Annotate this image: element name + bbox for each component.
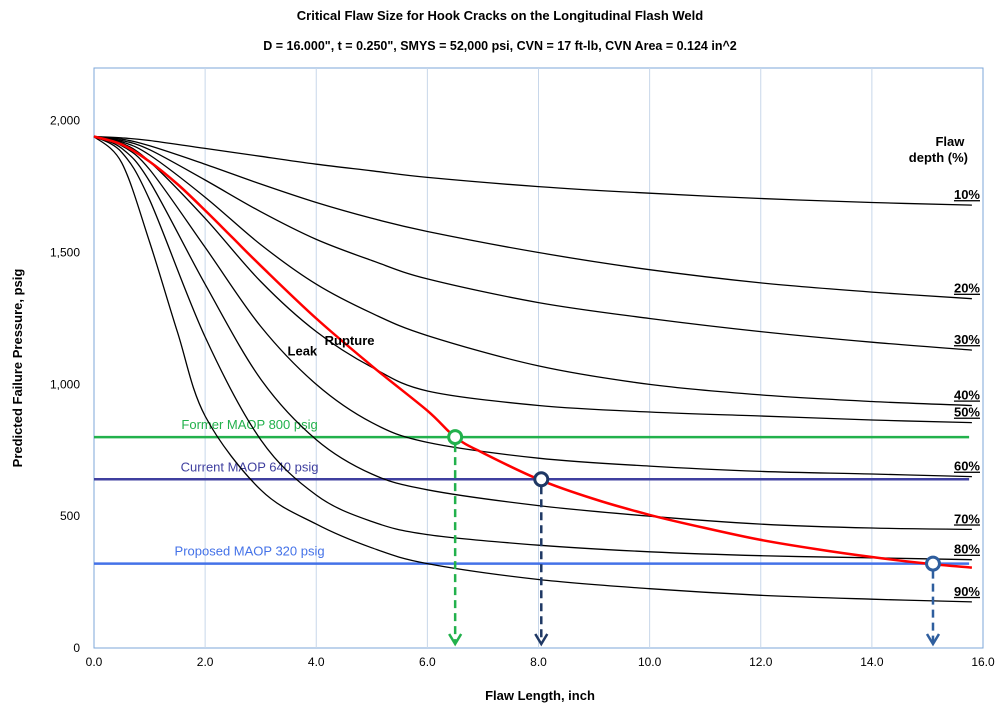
y-tick-label: 1,500 [50,246,80,260]
depth-label: 20% [954,281,980,296]
curve-annotation: Leak [288,343,318,358]
x-tick-label: 4.0 [308,655,325,669]
flaw-depth-curve [93,135,972,407]
maop-label: Proposed MAOP 320 psig [175,544,325,559]
arrow-head [448,633,463,647]
annotations: Leak Rupture [288,333,375,359]
flaw-depth-curve [93,135,972,478]
x-tick-label: 6.0 [419,655,436,669]
flaw-depth-curve [93,135,972,206]
maop-label: Former MAOP 800 psig [181,417,317,432]
flaw-depth-curve [93,135,972,300]
intersection-marker [924,555,941,572]
depth-label: 60% [954,459,980,474]
flaw-depth-curve [93,136,972,603]
depth-label: 50% [954,405,980,420]
markers [447,429,941,572]
depth-label: 10% [954,187,980,202]
y-tick-labels: 0 500 1,000 1,500 2,000 [50,114,80,655]
chart-subtitle: D = 16.000", t = 0.250", SMYS = 52,000 p… [263,39,736,53]
reference-lines: Former MAOP 800 psig Current MAOP 640 psi… [94,417,970,565]
depth-label: 30% [954,332,980,347]
depth-label: 70% [954,511,980,526]
y-axis-label: Predicted Failure Pressure, psig [10,269,25,468]
flaw-depth-curve [93,135,972,561]
arrows [448,444,941,647]
x-tick-label: 2.0 [197,655,214,669]
depth-label: 40% [954,387,980,402]
legend-title-line1: Flaw [935,134,965,149]
x-tick-label: 14.0 [860,655,884,669]
flaw-depth-curve [93,135,972,424]
x-tick-labels: 0.0 2.0 4.0 6.0 8.0 10.0 12.0 14.0 16.0 [86,655,995,669]
x-tick-label: 0.0 [86,655,103,669]
maop-label: Current MAOP 640 psig [181,459,319,474]
curve-annotation: Rupture [325,333,375,348]
legend-title-line2: depth (%) [909,150,968,165]
depth-label: 80% [954,542,980,557]
depth-label: 90% [954,584,980,599]
x-tick-label: 12.0 [749,655,773,669]
y-tick-label: 2,000 [50,114,80,128]
y-tick-label: 500 [60,509,80,523]
depth-labels: 10% 20% 30% 40% 50% 60% 70% 80% 90% [954,187,980,599]
flaw-depth-curve [93,135,972,351]
chart-title: Critical Flaw Size for Hook Cracks on th… [297,8,703,23]
x-tick-label: 8.0 [530,655,547,669]
legend-title: Flaw depth (%) [909,134,968,165]
arrow-head [925,633,941,647]
x-axis-label: Flaw Length, inch [485,688,595,703]
flaw-depth-curve [93,135,972,531]
y-tick-label: 0 [73,641,80,655]
y-tick-label: 1,000 [50,377,80,391]
intersection-marker [447,429,464,446]
arrow-head [534,633,549,647]
intersection-marker [533,471,550,488]
x-tick-label: 16.0 [971,655,995,669]
x-tick-label: 10.0 [638,655,662,669]
